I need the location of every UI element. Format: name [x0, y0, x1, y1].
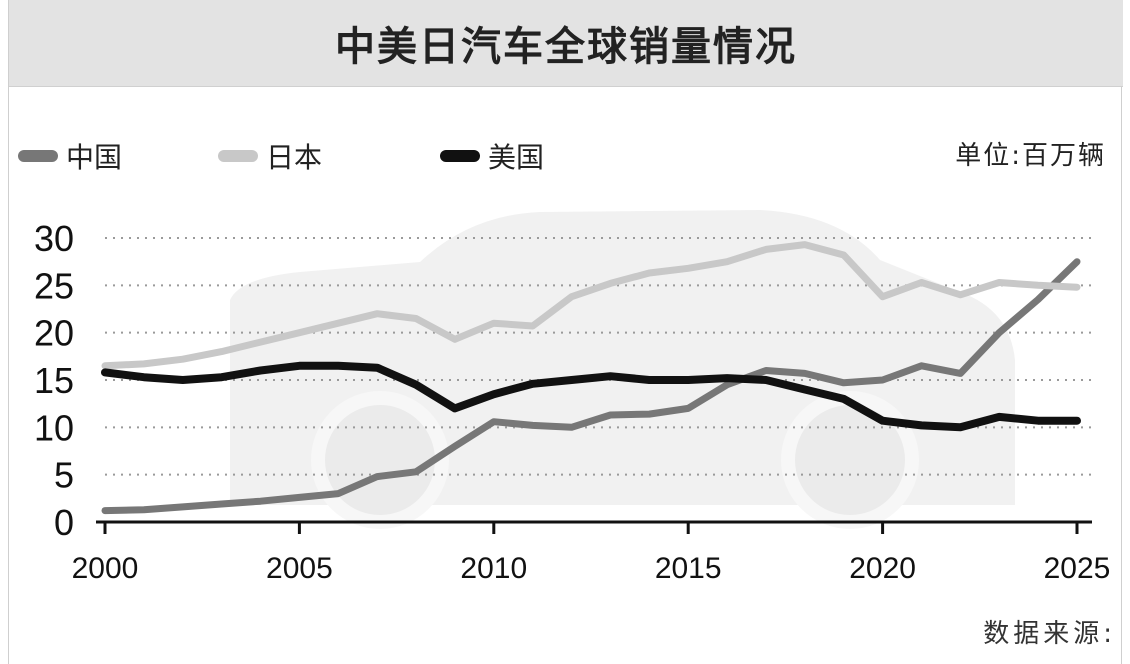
x-tick-label: 2010 [460, 552, 527, 585]
legend-swatch-usa [440, 150, 480, 162]
legend-item-japan: 日本 [218, 136, 440, 176]
legend-label-china: 中国 [66, 141, 123, 174]
legend-label-japan: 日本 [266, 141, 323, 174]
series-line-china [101, 258, 1081, 515]
legend-swatch-japan [218, 150, 258, 162]
legend-swatch-china [18, 150, 58, 162]
source-label: 数据来源: [983, 619, 1116, 649]
x-tick-label: 2020 [849, 552, 916, 585]
x-tick-label: 2000 [72, 552, 139, 585]
y-tick-label: 30 [34, 218, 74, 259]
chart-title: 中美日汽车全球销量情况 [335, 24, 797, 70]
y-tick-label: 25 [34, 265, 74, 306]
x-tick-label: 2015 [655, 552, 722, 585]
y-tick-label: 20 [34, 313, 74, 354]
chart-frame: 中美日汽车全球销量情况 [8, 0, 1123, 664]
series-line-usa [101, 361, 1081, 432]
legend: 中国 日本 美国 [18, 136, 544, 176]
series-line-japan [101, 241, 1081, 370]
car-wheel-icon [781, 391, 919, 529]
y-tick-label: 10 [34, 407, 74, 448]
y-tick-label: 0 [54, 502, 74, 543]
title-bar: 中美日汽车全球销量情况 [9, 0, 1123, 87]
car-silhouette-icon [230, 210, 1015, 529]
y-tick-label: 15 [34, 360, 74, 401]
legend-item-usa: 美国 [440, 136, 544, 176]
y-tick-label: 5 [54, 455, 74, 496]
x-tick-label: 2025 [1044, 552, 1111, 585]
legend-label-usa: 美国 [488, 141, 545, 174]
legend-item-china: 中国 [18, 136, 218, 176]
car-wheel-icon [311, 391, 449, 529]
x-tick-label: 2005 [266, 552, 333, 585]
unit-label: 单位:百万辆 [955, 141, 1106, 171]
